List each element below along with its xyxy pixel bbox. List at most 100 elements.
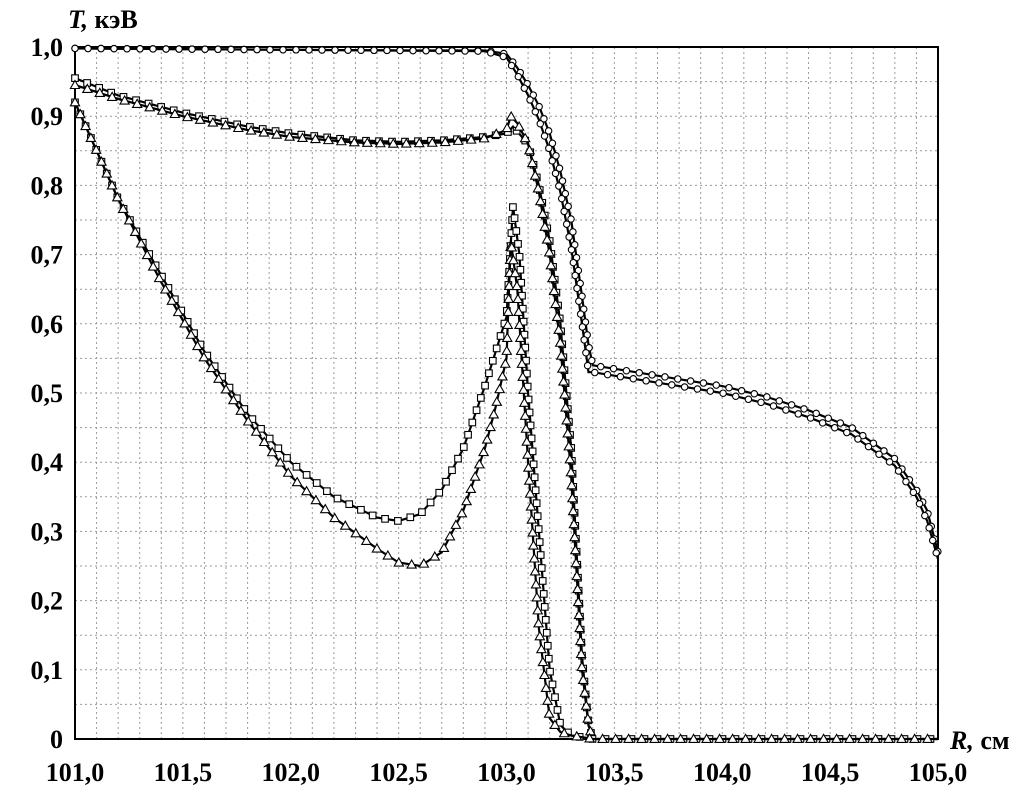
data-point-triangle [450, 519, 462, 529]
data-point-square [274, 444, 283, 453]
data-point-circle [824, 414, 833, 422]
data-point-square [312, 479, 321, 487]
data-point-triangle [481, 433, 493, 444]
data-point-square [292, 462, 301, 471]
data-point-circle [540, 115, 548, 123]
data-point-square [283, 454, 291, 462]
data-point-triangle [106, 179, 118, 190]
data-point-circle [370, 46, 378, 55]
data-point-circle [719, 389, 727, 397]
data-point-circle [902, 477, 910, 486]
data-point-triangle [573, 609, 585, 620]
data-point-triangle [194, 114, 206, 124]
data-point-circle [561, 189, 570, 198]
data-point-triangle [575, 648, 587, 659]
data-point-triangle [502, 306, 514, 316]
data-point-triangle [565, 466, 577, 477]
tick-labels: 101,0 101,5 102,0 102,5 103,0 103,5 104,0 104,5… [31, 33, 968, 787]
data-point-triangle [649, 733, 661, 744]
data-point-triangle [400, 137, 412, 148]
data-point-triangle [274, 456, 286, 467]
data-point-triangle [526, 513, 538, 524]
data-point-square [535, 538, 544, 546]
data-point-triangle [514, 332, 526, 342]
data-point-square [539, 590, 548, 598]
data-point-triangle [360, 535, 372, 545]
data-point-circle [110, 44, 118, 53]
data-point-triangle [805, 733, 817, 744]
data-point-circle [680, 383, 689, 391]
series-line [73, 101, 938, 741]
data-point-triangle [779, 733, 791, 744]
data-point-square [546, 667, 554, 676]
data-point-triangle [494, 383, 506, 394]
data-point-triangle [258, 126, 270, 137]
data-point-circle [890, 454, 899, 463]
series-4 [69, 79, 596, 740]
data-point-triangle [563, 440, 575, 451]
data-point-triangle [505, 110, 517, 121]
data-point-circle [757, 398, 765, 407]
data-point-triangle [545, 259, 557, 270]
data-point-circle [635, 369, 643, 377]
data-point-circle [520, 84, 529, 92]
data-point-circle [806, 414, 815, 422]
data-point-triangle [549, 719, 561, 729]
data-point-triangle [522, 449, 534, 459]
data-point-square [464, 430, 472, 439]
series-layer [69, 44, 942, 744]
data-point-circle [573, 284, 581, 293]
data-point-square [534, 525, 543, 533]
x-tick-label: 104,5 [801, 758, 860, 787]
data-point-triangle [413, 137, 425, 148]
data-point-triangle [523, 144, 536, 155]
data-point-triangle [296, 132, 309, 142]
y-tick-label: 0,3 [31, 517, 64, 546]
data-point-triangle [896, 733, 908, 744]
data-point-triangle [220, 119, 232, 130]
data-point-circle [588, 356, 596, 365]
data-point-circle [569, 258, 578, 267]
data-point-triangle [387, 138, 399, 148]
data-point-triangle [106, 91, 118, 101]
data-point-triangle [94, 87, 106, 98]
data-point-triangle [571, 730, 583, 741]
data-point-square [512, 227, 521, 235]
data-point-triangle [527, 539, 540, 550]
data-point-circle [864, 442, 873, 451]
data-point-triangle [515, 345, 527, 355]
data-point-circle [925, 524, 933, 532]
data-point-circle [699, 379, 708, 387]
data-point-triangle [534, 195, 546, 206]
data-point-triangle [141, 249, 153, 260]
data-point-circle [201, 45, 209, 53]
data-point-circle [668, 381, 676, 389]
data-point-triangle [271, 129, 283, 139]
data-point-triangle [528, 552, 540, 563]
data-point-square [472, 406, 481, 415]
data-point-circle [578, 323, 587, 331]
data-point-circle [725, 383, 733, 392]
data-point-circle [149, 45, 157, 53]
data-point-circle [514, 72, 523, 81]
data-point-triangle [541, 233, 553, 244]
data-point-circle [603, 370, 612, 379]
data-point-square [406, 513, 415, 522]
data-point-circle [548, 157, 557, 165]
data-point-triangle [597, 733, 609, 744]
data-point-square [426, 498, 435, 507]
data-point-circle [526, 96, 534, 104]
data-point-circle [909, 488, 918, 497]
data-point-triangle [227, 394, 239, 405]
data-point-triangle [909, 733, 921, 744]
data-point-triangle [519, 410, 531, 420]
data-point-triangle [469, 471, 481, 481]
data-point-triangle [567, 505, 579, 516]
data-point-square [530, 473, 539, 482]
data-point-square [481, 381, 489, 390]
data-point-triangle [766, 733, 778, 744]
x-tick-label: 101,0 [46, 758, 105, 787]
data-point-triangle [144, 101, 156, 112]
data-point-triangle [562, 427, 574, 438]
